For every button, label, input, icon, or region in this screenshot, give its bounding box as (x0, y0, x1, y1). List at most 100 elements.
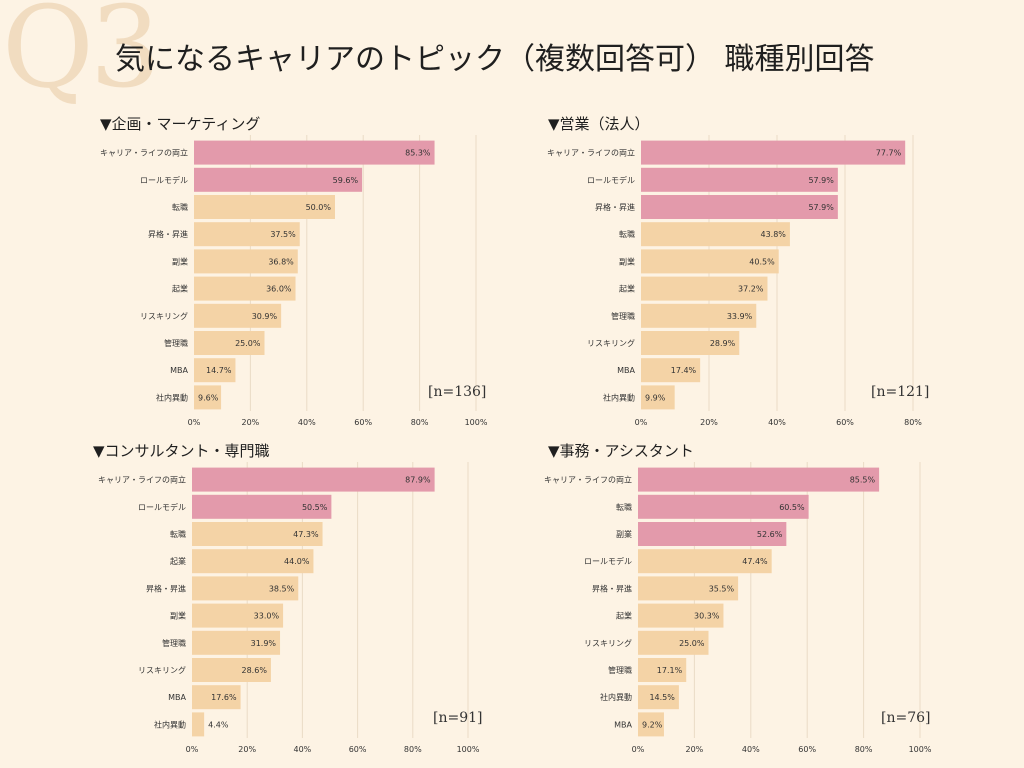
value-label: 40.5% (749, 257, 775, 266)
value-label: 50.5% (302, 503, 328, 512)
bar (641, 222, 790, 247)
bar-chart-sales-corporate: 0% 20% 40% 60% 80% キャリア・ライフの両立 77.7% ロールモデル 57.9… (547, 135, 922, 427)
value-label: 87.9% (405, 476, 431, 485)
x-tick-label: 60% (349, 745, 367, 754)
x-tick-label: 80% (404, 745, 422, 754)
category-label: MBA (617, 366, 635, 375)
category-label: 社内異動 (603, 392, 635, 402)
bar (638, 603, 724, 628)
category-label: キャリア・ライフの両立 (547, 148, 635, 158)
category-label: 起業 (619, 284, 635, 294)
category-label: 社内異動 (154, 719, 186, 729)
value-label: 4.4% (208, 720, 229, 729)
category-label: リスキリング (138, 665, 186, 675)
bar (192, 549, 314, 574)
category-label: 転職 (172, 203, 188, 212)
category-label: 起業 (170, 556, 186, 566)
bar (192, 494, 332, 519)
bar (638, 494, 809, 519)
bar-chart-consultant-specialist: 0% 20% 40% 60% 80% 100% キャリア・ライフの両立 87.9% ロールモデル… (98, 462, 480, 754)
x-tick-label: 40% (768, 418, 786, 427)
x-tick-label: 100% (457, 745, 480, 754)
category-label: 社内異動 (156, 392, 188, 402)
bar (194, 167, 363, 192)
value-label: 14.5% (649, 693, 675, 702)
category-label: 副業 (170, 611, 186, 621)
category-label: 昇格・昇進 (146, 583, 186, 593)
x-tick-label: 100% (465, 418, 488, 427)
category-label: リスキリング (140, 311, 188, 321)
value-label: 36.0% (266, 285, 292, 294)
category-label: 社内異動 (600, 692, 632, 702)
category-label: 副業 (616, 529, 632, 539)
bar (641, 276, 768, 301)
bar (192, 658, 271, 682)
category-label: リスキリング (584, 638, 632, 648)
value-label: 47.4% (742, 557, 768, 566)
sample-size-label: [n=136] (428, 384, 487, 400)
value-label: 37.5% (270, 230, 296, 239)
category-label: ロールモデル (584, 556, 632, 566)
value-label: 36.8% (268, 257, 294, 266)
x-tick-label: 0% (632, 745, 645, 754)
value-label: 50.0% (306, 203, 332, 212)
bar (192, 603, 284, 628)
x-tick-label: 20% (686, 745, 704, 754)
bar (638, 576, 739, 601)
value-label: 14.7% (206, 366, 232, 375)
bar (641, 140, 906, 165)
bar (641, 249, 779, 274)
value-label: 30.3% (694, 612, 720, 621)
value-label: 25.0% (679, 639, 705, 648)
bar (638, 685, 679, 710)
value-label: 17.6% (211, 693, 237, 702)
bar (194, 303, 282, 328)
value-label: 85.5% (850, 476, 876, 485)
value-label: 77.7% (876, 149, 902, 158)
category-label: MBA (170, 366, 188, 375)
bar-chart-office-assistant: 0% 20% 40% 60% 80% 100% キャリア・ライフの両立 85.5% 転職 60.5… (544, 462, 932, 754)
x-tick-label: 60% (354, 418, 372, 427)
value-label: 17.4% (671, 366, 697, 375)
bar (641, 331, 740, 355)
bar (638, 522, 787, 546)
x-tick-label: 0% (635, 418, 648, 427)
chart-panel-office-assistant: ▼事務・アシスタント 0% 20% 40% 60% 80% 100% キャリア・ライフの両立… (544, 440, 948, 760)
sample-size-label: [n=76] (881, 710, 931, 726)
value-label: 37.2% (738, 285, 764, 294)
category-label: MBA (614, 720, 632, 729)
value-label: 52.6% (757, 530, 783, 539)
category-label: 起業 (172, 284, 188, 294)
bar (192, 522, 323, 546)
value-label: 25.0% (235, 339, 261, 348)
category-label: キャリア・ライフの両立 (544, 475, 632, 485)
category-label: リスキリング (587, 338, 635, 348)
x-tick-label: 100% (909, 745, 932, 754)
category-label: 副業 (172, 256, 188, 266)
x-tick-label: 40% (294, 745, 312, 754)
bar (192, 712, 205, 737)
x-tick-label: 40% (298, 418, 316, 427)
chart-panel-sales-corporate: ▼営業（法人） 0% 20% 40% 60% 80% キャリア・ライフの両立 77.7% ロー… (547, 113, 948, 433)
value-label: 57.9% (808, 203, 834, 212)
bar (194, 331, 265, 355)
value-label: 57.9% (808, 176, 834, 185)
chart-title: ▼営業（法人） (548, 115, 650, 133)
bar (194, 276, 296, 301)
category-label: 昇格・昇進 (595, 202, 635, 212)
category-label: 管理職 (162, 638, 186, 648)
chart-panel-planning-marketing: ▼企画・マーケティング 0% 20% 40% 60% 80% 100% キャリア・ライフの両… (100, 113, 500, 433)
bar (638, 467, 880, 492)
value-label: 17.1% (657, 666, 683, 675)
category-label: ロールモデル (140, 175, 188, 185)
chart-title: ▼事務・アシスタント (548, 442, 694, 460)
bar-chart-planning-marketing: 0% 20% 40% 60% 80% 100% キャリア・ライフの両立 85.3% ロールモデル… (100, 135, 488, 427)
category-label: ロールモデル (138, 502, 186, 512)
x-tick-label: 60% (836, 418, 854, 427)
bar (638, 658, 687, 682)
category-label: 起業 (616, 611, 632, 621)
category-label: ロールモデル (587, 175, 635, 185)
category-label: 転職 (616, 503, 632, 512)
bar (194, 358, 236, 383)
x-tick-label: 0% (186, 745, 199, 754)
